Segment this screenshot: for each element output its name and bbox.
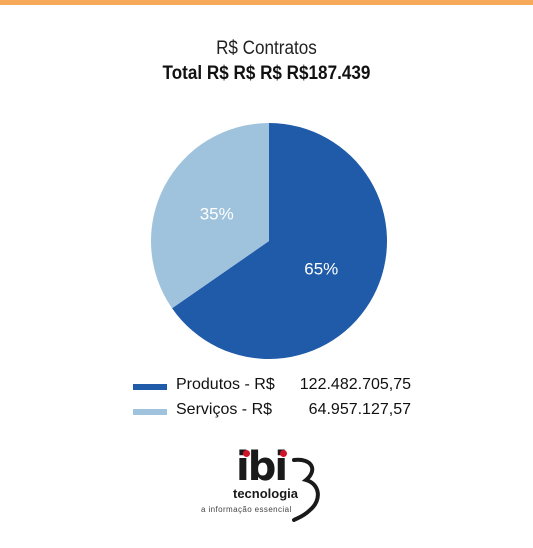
legend-swatch-servicos (133, 409, 167, 415)
chart-subtitle: Total R$ R$ R$ R$187.439 (162, 63, 371, 84)
logo-dot-icon (243, 450, 250, 457)
pie-slice-produtos (172, 123, 387, 359)
legend-item-produtos: Produtos - R$ 122.482.705,75 (133, 376, 433, 401)
logo-tagline: a informação essencial (201, 505, 292, 514)
pie-label-servicos: 35% (200, 205, 234, 224)
pie-chart: 65% 35% (150, 123, 387, 359)
legend-label-servicos: Serviços - R$ (176, 401, 273, 418)
legend-swatch-produtos (133, 384, 167, 390)
chart-legend: Produtos - R$ 122.482.705,75 Serviços - … (133, 376, 433, 426)
legend-label-produtos: Produtos - R$ (176, 376, 275, 393)
legend-value-servicos: 64.957.127,57 (308, 401, 411, 418)
logo-dot-icon (280, 450, 287, 457)
logo-name: tecnologia (233, 486, 299, 501)
legend-value-produtos: 122.482.705,75 (299, 376, 411, 393)
legend-item-servicos: Serviços - R$ 64.957.127,57 (133, 401, 433, 426)
chart-title: R$ Contratos (216, 38, 317, 59)
pie-label-produtos: 65% (304, 259, 338, 278)
pie-slice-servicos (150, 123, 269, 309)
logo-swirl-icon (292, 457, 320, 522)
company-logo: ibi tecnologia a informação essencial (196, 444, 336, 528)
top-accent-bar (0, 0, 533, 5)
